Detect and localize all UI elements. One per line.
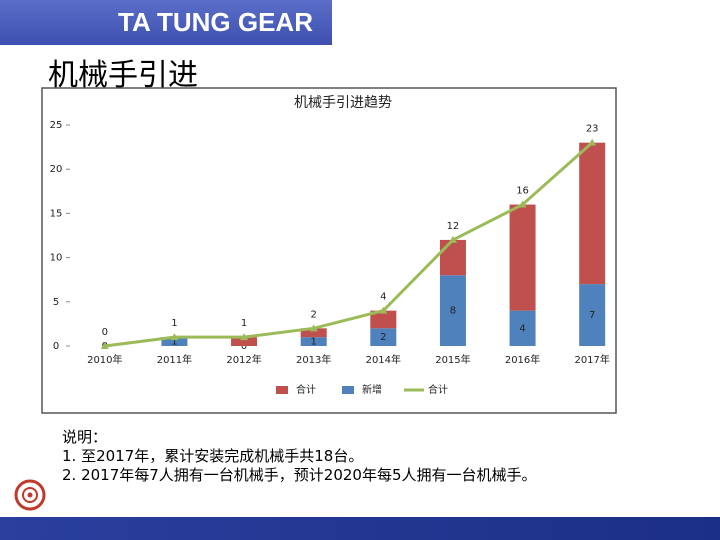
data-label: 0 bbox=[102, 327, 108, 338]
legend-label: 合计 bbox=[428, 383, 448, 396]
bar bbox=[579, 284, 606, 346]
data-label: 1 bbox=[171, 337, 177, 348]
line-marker bbox=[448, 235, 457, 243]
notes: 说明： 1. 至2017年，累计安装完成机械手共18台。 2. 2017年每7人… bbox=[62, 428, 537, 485]
data-label: 1 bbox=[171, 318, 177, 329]
data-label: 1 bbox=[311, 337, 317, 348]
legend-label: 新增 bbox=[362, 383, 382, 396]
note-line: 说明： bbox=[62, 428, 108, 446]
note-line: 1. 至2017年，累计安装完成机械手共18台。 bbox=[62, 447, 364, 465]
bar bbox=[300, 328, 327, 338]
bar bbox=[370, 310, 397, 329]
chart-title: 机械手引进趋势 bbox=[294, 95, 392, 111]
line-marker bbox=[240, 333, 249, 341]
bar bbox=[509, 310, 536, 346]
y-tick-label: 0 bbox=[53, 341, 59, 352]
bar bbox=[509, 204, 536, 311]
bar bbox=[370, 328, 397, 346]
data-label: 2 bbox=[311, 309, 317, 320]
data-label: 12 bbox=[447, 221, 460, 232]
data-label: 16 bbox=[516, 186, 529, 197]
bar bbox=[300, 337, 327, 346]
x-tick-label: 2014年 bbox=[366, 353, 401, 366]
y-tick-label: 15 bbox=[50, 208, 63, 219]
x-tick-label: 2011年 bbox=[157, 353, 192, 366]
line-marker bbox=[170, 333, 179, 341]
bar bbox=[439, 239, 466, 276]
x-tick-label: 2015年 bbox=[435, 353, 470, 366]
line-series bbox=[104, 141, 594, 348]
line-marker bbox=[588, 138, 597, 146]
line-marker bbox=[518, 200, 527, 208]
bar bbox=[161, 337, 188, 346]
y-tick-label: 25 bbox=[50, 120, 63, 131]
legend-label: 合计 bbox=[296, 383, 316, 396]
x-tick-label: 2012年 bbox=[226, 353, 261, 366]
footer-bar bbox=[0, 517, 720, 540]
bar bbox=[231, 337, 258, 346]
bar bbox=[439, 275, 466, 346]
y-tick-label: 5 bbox=[53, 297, 59, 308]
line-marker bbox=[309, 324, 318, 332]
brand-banner: TA TUNG GEAR bbox=[0, 0, 332, 45]
x-tick-label: 2013年 bbox=[296, 353, 331, 366]
logo bbox=[14, 479, 46, 511]
x-tick-label: 2016年 bbox=[505, 353, 540, 366]
legend-swatch bbox=[342, 386, 354, 394]
bar bbox=[579, 142, 606, 285]
data-label: 1 bbox=[241, 318, 247, 329]
data-label: 23 bbox=[586, 124, 599, 135]
line-marker bbox=[100, 342, 109, 349]
x-tick-label: 2017年 bbox=[574, 353, 609, 366]
note-line: 2. 2017年每7人拥有一台机械手，预计2020年每5人拥有一台机械手。 bbox=[62, 466, 537, 484]
x-tick-label: 2010年 bbox=[87, 353, 122, 366]
data-label: 8 bbox=[450, 306, 456, 317]
data-label: 2 bbox=[380, 332, 386, 343]
slide-title: 机械手引进 bbox=[48, 58, 198, 93]
line-marker bbox=[379, 306, 388, 314]
data-label: 7 bbox=[589, 310, 595, 321]
legend-swatch bbox=[276, 386, 288, 394]
data-label: 0 bbox=[241, 341, 247, 352]
data-label: 4 bbox=[519, 323, 525, 334]
y-tick-label: 20 bbox=[50, 164, 63, 175]
data-label: 4 bbox=[380, 292, 386, 303]
y-tick-label: 10 bbox=[50, 253, 63, 264]
